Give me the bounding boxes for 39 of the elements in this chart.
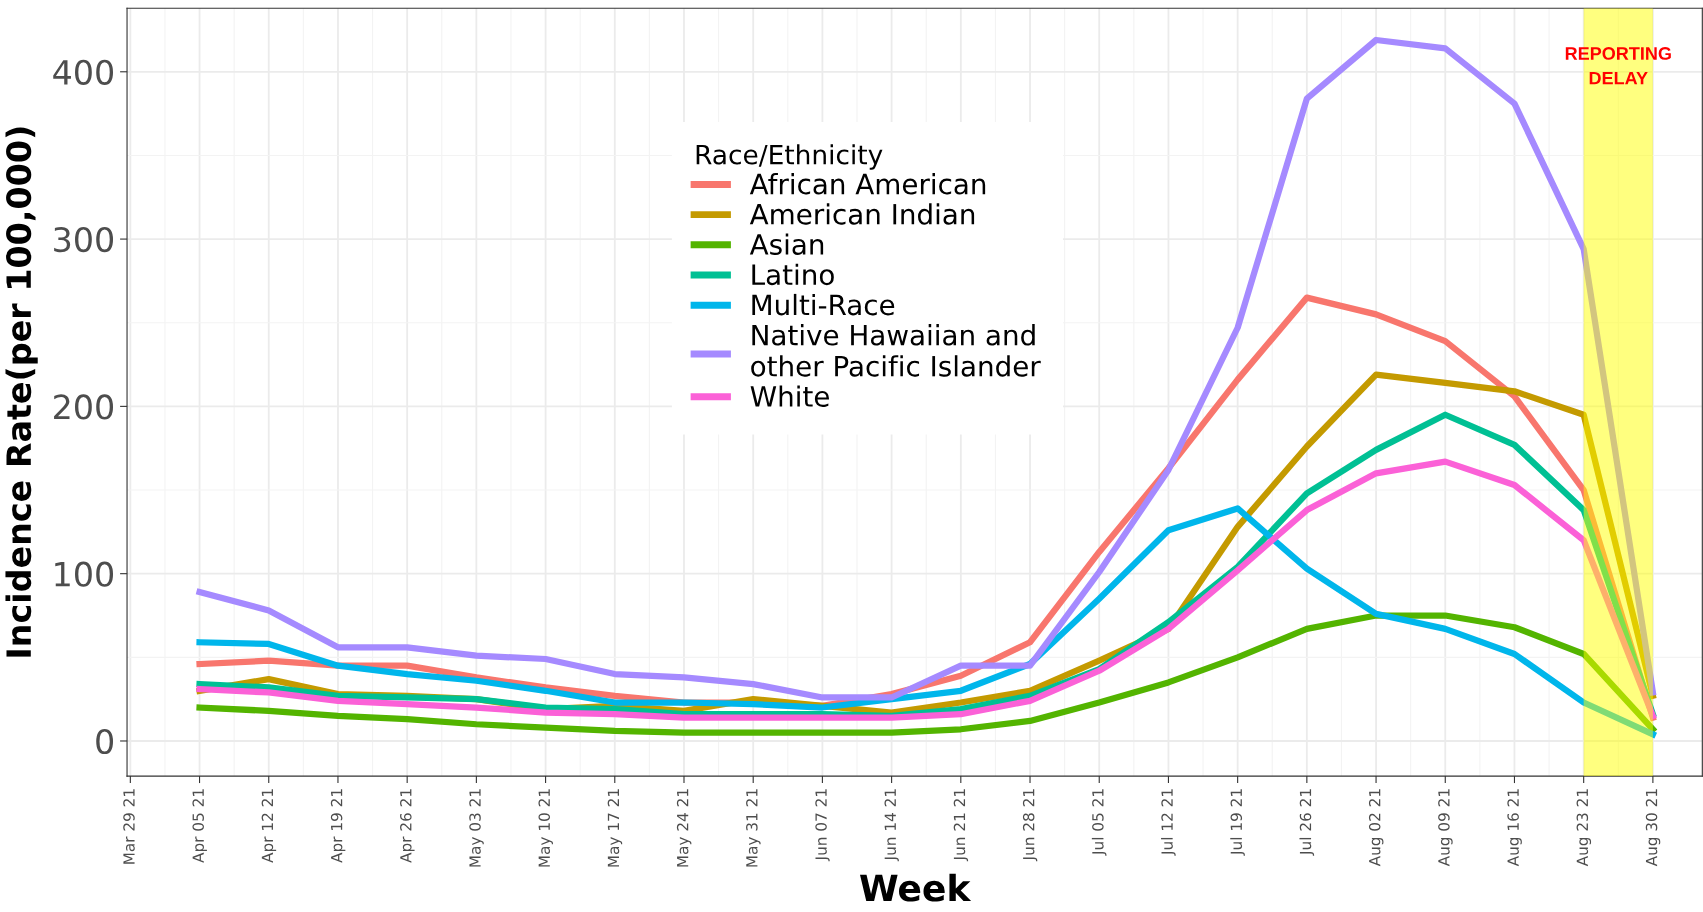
x-tick-label: May 10 21 [538, 789, 553, 867]
x-tick-label: Jun 21 21 [953, 789, 969, 862]
x-axis-title: Week [860, 873, 972, 902]
x-tick-label: Jul 19 21 [1230, 789, 1245, 856]
x-tick-label: Apr 12 21 [261, 789, 277, 863]
x-tick-label: May 31 21 [746, 789, 761, 867]
x-tick-label: Aug 23 21 [1576, 789, 1592, 867]
x-tick-label: May 03 21 [469, 789, 484, 867]
x-tick-label: Apr 19 21 [330, 789, 346, 863]
legend-title: Race/Ethnicity [696, 144, 883, 170]
x-tick-label: Aug 09 21 [1438, 789, 1453, 867]
legend-label: Native Hawaiian and other Pacific Islander [751, 324, 1041, 377]
x-tick-label: Jun 28 21 [1022, 789, 1038, 862]
legend-label: Asian [749, 233, 824, 255]
legend-label: Latino [752, 263, 834, 286]
x-tick-label: Aug 02 21 [1368, 789, 1384, 867]
y-tick-label: 200 [54, 394, 114, 420]
legend-label: American Indian [749, 203, 975, 225]
x-tick-label: Jun 14 21 [884, 789, 899, 862]
legend-label: African American [749, 173, 986, 195]
x-tick-label: Aug 16 21 [1507, 789, 1522, 867]
band-label: REPORTING DELAY [1565, 47, 1671, 85]
x-tick-label: Mar 29 21 [123, 789, 135, 864]
legend-label: White [750, 385, 829, 407]
x-tick-label: Apr 26 21 [400, 789, 415, 863]
legend-label: Multi-Race [752, 293, 895, 316]
x-tick-label: Jun 07 21 [815, 789, 830, 862]
y-tick-label: 300 [54, 227, 114, 253]
y-tick-label: 0 [96, 728, 114, 755]
y-axis-title: Incidence Rate(per 100,000) [5, 127, 38, 657]
x-tick-label: Aug 30 21 [1645, 789, 1661, 867]
x-tick-label: May 17 21 [607, 789, 623, 867]
x-tick-label: Jul 12 21 [1161, 789, 1176, 856]
x-tick-label: Apr 05 21 [192, 789, 207, 863]
y-tick-label: 400 [53, 59, 114, 85]
x-tick-label: Jul 26 21 [1299, 789, 1315, 856]
y-tick-label: 100 [55, 561, 114, 587]
x-tick-label: Jul 05 21 [1091, 789, 1107, 856]
x-tick-label: May 24 21 [676, 789, 692, 867]
